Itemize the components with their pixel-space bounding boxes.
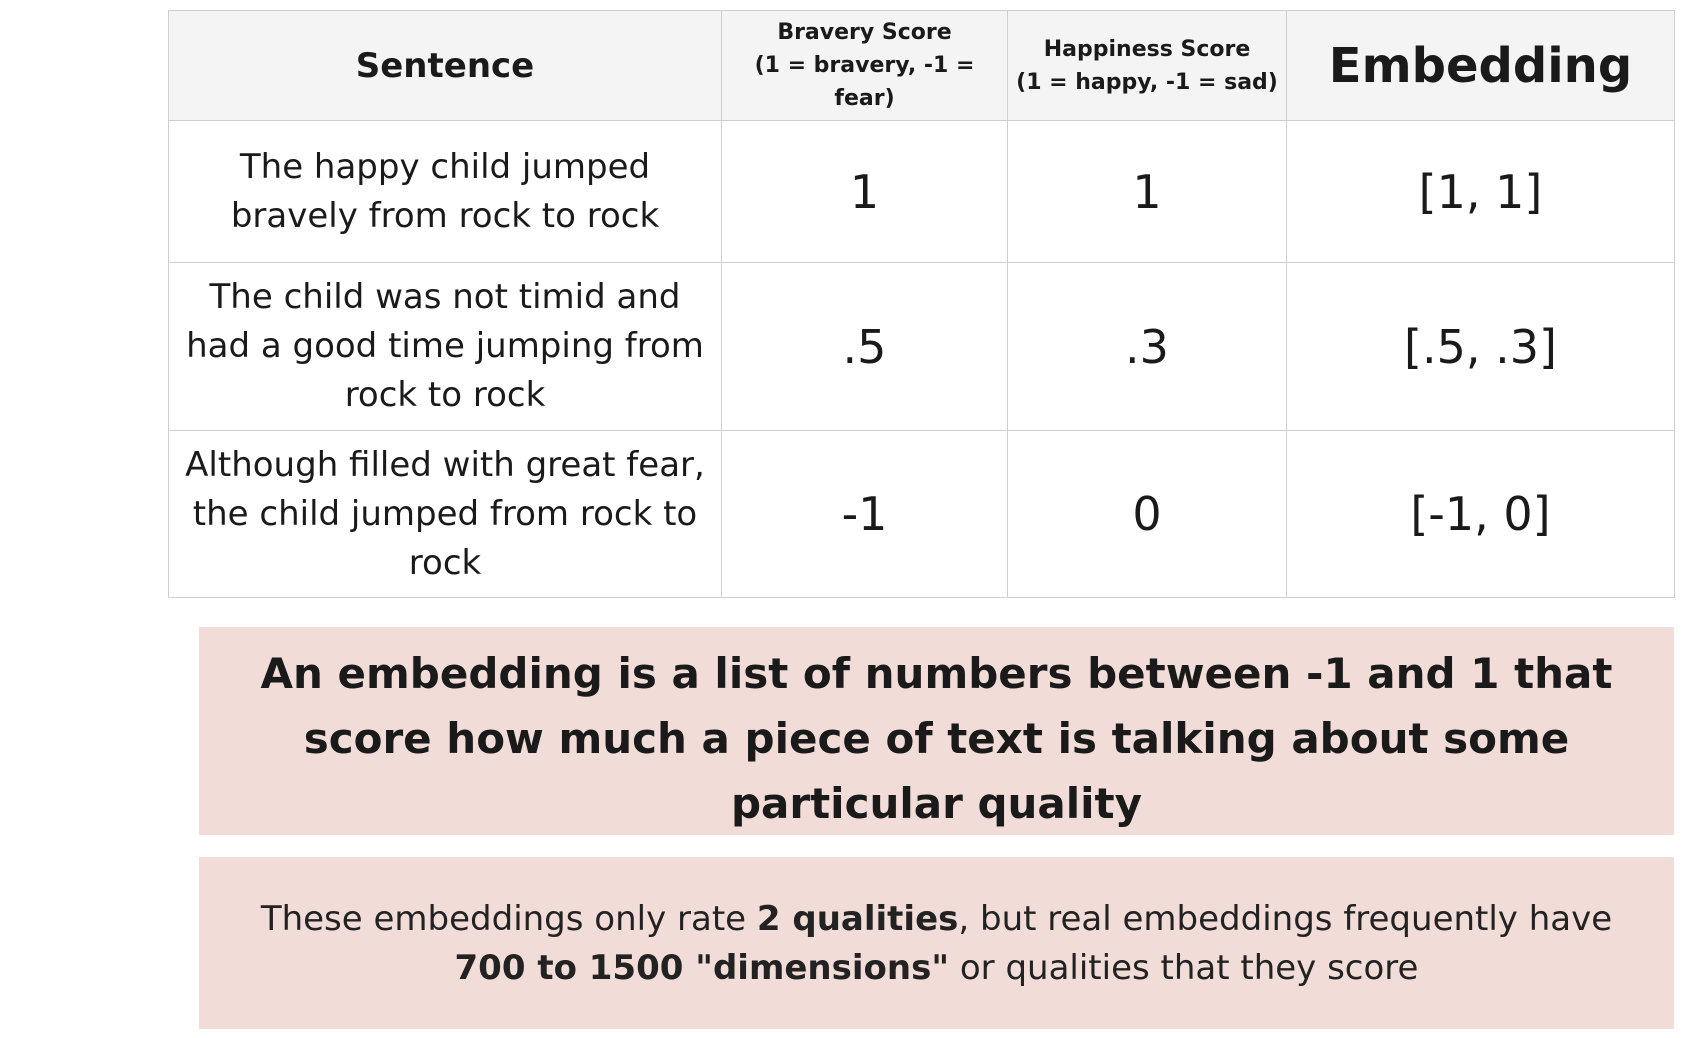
embedding-cell: [-1, 0] (1286, 430, 1675, 598)
header-happiness-score: Happiness Score (1 = happy, -1 = sad) (1007, 10, 1287, 121)
header-happiness-scale: (1 = happy, -1 = sad) (1016, 69, 1278, 95)
note-text-part3: or qualities that they score (949, 948, 1419, 988)
happiness-score-cell: 1 (1007, 120, 1287, 263)
happiness-score-cell: 0 (1007, 430, 1287, 598)
header-embedding: Embedding (1286, 10, 1675, 121)
header-bravery-title: Bravery Score (777, 20, 952, 45)
bravery-score-cell: -1 (721, 430, 1008, 598)
sentence-cell: Although filled with great fear, the chi… (168, 430, 722, 598)
header-sentence: Sentence (168, 10, 722, 121)
table-row: Although filled with great fear, the chi… (168, 430, 1675, 598)
embedding-cell: [1, 1] (1286, 120, 1675, 263)
embedding-cell: [.5, .3] (1286, 262, 1675, 431)
note-bold-dimensions: 700 to 1500 "dimensions" (454, 948, 950, 988)
table-row: The happy child jumped bravely from rock… (168, 120, 1675, 263)
note-text-part2: , but real embeddings frequently have (958, 899, 1613, 939)
table-header-row: Sentence Bravery Score (1 = bravery, -1 … (168, 10, 1675, 121)
note-text-part1: These embeddings only rate (260, 899, 757, 939)
sentence-cell: The child was not timid and had a good t… (168, 262, 722, 431)
header-happiness-title: Happiness Score (1043, 36, 1251, 62)
table-row: The child was not timid and had a good t… (168, 262, 1675, 431)
note-bold-qualities: 2 qualities (756, 899, 959, 939)
happiness-score-cell: .3 (1007, 262, 1287, 431)
embedding-definition-text: An embedding is a list of numbers betwee… (260, 649, 1613, 828)
embedding-definition-box: An embedding is a list of numbers betwee… (199, 627, 1674, 835)
dimensions-note-box: These embeddings only rate 2 qualities, … (199, 857, 1674, 1029)
header-bravery-score: Bravery Score (1 = bravery, -1 = fear) (721, 10, 1008, 121)
sentence-cell: The happy child jumped bravely from rock… (168, 120, 722, 263)
bravery-score-cell: 1 (721, 120, 1008, 263)
bravery-score-cell: .5 (721, 262, 1008, 431)
embedding-table: Sentence Bravery Score (1 = bravery, -1 … (168, 10, 1675, 598)
header-bravery-scale: (1 = bravery, -1 = fear) (754, 53, 975, 111)
